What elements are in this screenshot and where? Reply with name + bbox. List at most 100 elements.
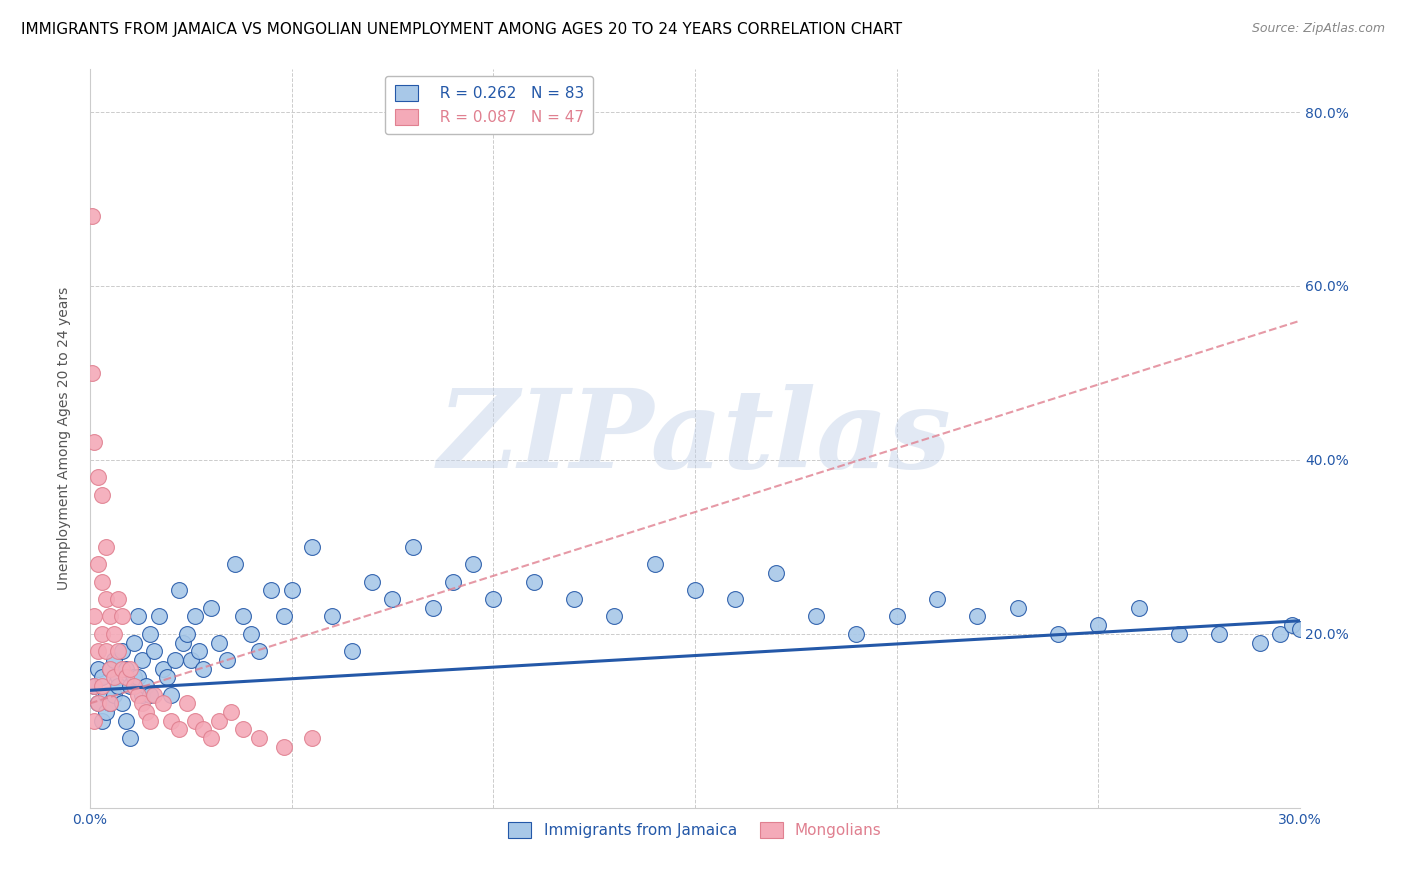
Point — [191, 662, 214, 676]
Point — [139, 714, 162, 728]
Point — [87, 644, 110, 658]
Point — [91, 627, 114, 641]
Point — [91, 574, 114, 589]
Point — [103, 670, 125, 684]
Point — [148, 609, 170, 624]
Point — [224, 558, 246, 572]
Point — [280, 583, 302, 598]
Point — [301, 540, 323, 554]
Point — [111, 644, 134, 658]
Point — [273, 609, 295, 624]
Point — [83, 609, 105, 624]
Point — [83, 714, 105, 728]
Point — [98, 609, 121, 624]
Point — [187, 644, 209, 658]
Point — [131, 697, 153, 711]
Point — [804, 609, 827, 624]
Point — [155, 670, 177, 684]
Point — [200, 600, 222, 615]
Point — [441, 574, 464, 589]
Point — [127, 609, 149, 624]
Point — [1168, 627, 1191, 641]
Point — [83, 435, 105, 450]
Point — [94, 705, 117, 719]
Point — [1249, 635, 1271, 649]
Point — [172, 635, 194, 649]
Point — [87, 662, 110, 676]
Point — [463, 558, 485, 572]
Point — [115, 662, 138, 676]
Point — [143, 688, 166, 702]
Point — [240, 627, 263, 641]
Point — [87, 558, 110, 572]
Point — [208, 714, 231, 728]
Point — [131, 688, 153, 702]
Point — [361, 574, 384, 589]
Point — [120, 679, 142, 693]
Point — [87, 470, 110, 484]
Point — [1087, 618, 1109, 632]
Point — [139, 627, 162, 641]
Point — [200, 731, 222, 746]
Point — [159, 688, 181, 702]
Point — [482, 592, 505, 607]
Point — [107, 644, 129, 658]
Point — [180, 653, 202, 667]
Point — [247, 731, 270, 746]
Point — [120, 662, 142, 676]
Point — [87, 697, 110, 711]
Point — [340, 644, 363, 658]
Point — [724, 592, 747, 607]
Point — [683, 583, 706, 598]
Point — [401, 540, 423, 554]
Point — [219, 705, 242, 719]
Point — [321, 609, 343, 624]
Point — [167, 723, 190, 737]
Point — [91, 488, 114, 502]
Point — [159, 714, 181, 728]
Point — [83, 679, 105, 693]
Point — [886, 609, 908, 624]
Point — [111, 609, 134, 624]
Point — [120, 731, 142, 746]
Point — [167, 583, 190, 598]
Point — [176, 697, 198, 711]
Point — [94, 688, 117, 702]
Point — [1268, 627, 1291, 641]
Point — [163, 653, 186, 667]
Point — [135, 679, 157, 693]
Point — [127, 670, 149, 684]
Point — [87, 697, 110, 711]
Point — [217, 653, 239, 667]
Text: IMMIGRANTS FROM JAMAICA VS MONGOLIAN UNEMPLOYMENT AMONG AGES 20 TO 24 YEARS CORR: IMMIGRANTS FROM JAMAICA VS MONGOLIAN UNE… — [21, 22, 903, 37]
Point — [152, 697, 174, 711]
Point — [107, 592, 129, 607]
Point — [111, 662, 134, 676]
Point — [143, 644, 166, 658]
Point — [260, 583, 283, 598]
Point — [208, 635, 231, 649]
Point — [966, 609, 988, 624]
Point — [1289, 623, 1312, 637]
Point — [80, 366, 103, 380]
Point — [765, 566, 787, 580]
Point — [115, 670, 138, 684]
Point — [98, 697, 121, 711]
Point — [191, 723, 214, 737]
Point — [98, 697, 121, 711]
Point — [94, 592, 117, 607]
Point — [644, 558, 666, 572]
Point — [232, 609, 254, 624]
Point — [111, 697, 134, 711]
Point — [91, 679, 114, 693]
Point — [273, 739, 295, 754]
Point — [124, 679, 146, 693]
Point — [94, 540, 117, 554]
Text: ZIPatlas: ZIPatlas — [439, 384, 952, 491]
Point — [124, 670, 146, 684]
Point — [247, 644, 270, 658]
Point — [381, 592, 404, 607]
Point — [124, 635, 146, 649]
Point — [103, 688, 125, 702]
Point — [103, 653, 125, 667]
